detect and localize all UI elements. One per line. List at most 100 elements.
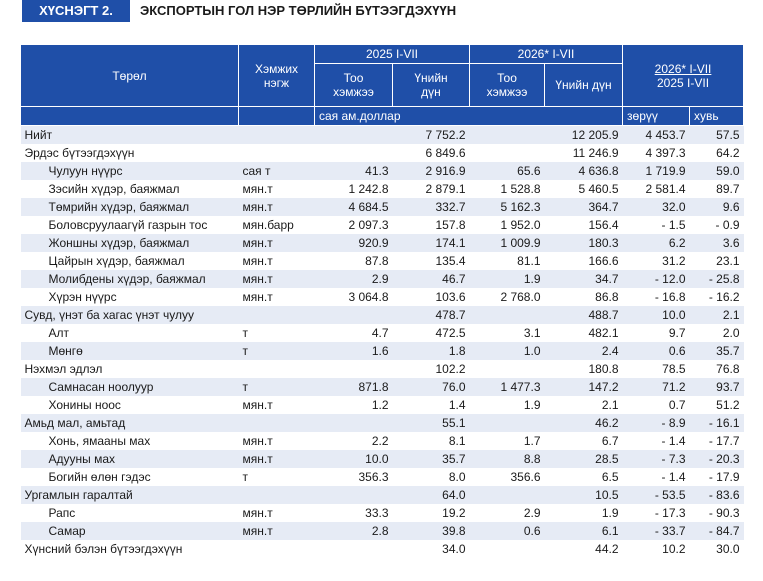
row-qty-2025: [315, 360, 393, 378]
row-qty-2026: 2.9: [523, 506, 541, 520]
row-value-2025: 76.0: [392, 378, 470, 396]
row-pct: - 84.7: [689, 522, 744, 540]
row-pct: - 25.8: [689, 270, 744, 288]
row-pct: - 90.3: [708, 506, 740, 520]
row-value-2025: 1.4: [448, 398, 466, 412]
row-value-2025: 157.8: [435, 218, 466, 232]
row-value-2026: 147.2: [544, 378, 623, 396]
row-unit: мян.т: [242, 398, 273, 412]
row-unit: мян.т: [238, 522, 315, 540]
row-qty-2026: 1 009.9: [469, 234, 545, 252]
row-unit: сая т: [238, 162, 315, 180]
row-name: Төмрийн хүдэр, баяжмал: [20, 198, 239, 216]
table-row: Хонь, ямааны мах мян.т 2.2 8.1 1.7 6.7 - 1.4 - …: [21, 432, 744, 450]
row-value-2025: 64.0: [392, 486, 470, 504]
header-value-2025: Үнийн дүн: [392, 63, 470, 107]
row-qty-2025: 10.0: [314, 450, 393, 468]
row-value-2026: 6.5: [601, 470, 619, 484]
table-row: Боловсруулаагүй газрын тос мян.барр 2 097.…: [21, 216, 744, 234]
row-value-2025: 55.1: [392, 414, 470, 432]
row-value-2025: 7 752.2: [392, 125, 470, 144]
row-value-2025: 332.7: [392, 198, 470, 216]
table-row: Ургамлын гаралтай 64.0 10.5- 53.5- 83.6: [20, 486, 744, 504]
row-diff: - 1.4: [661, 470, 686, 484]
row-value-2026: 2.1: [601, 398, 619, 412]
table-row: Богийн өлөн гэдэс т 356.3 8.0 356.6 6.5 - 1.4 -…: [21, 468, 744, 486]
row-pct: - 17.7: [708, 434, 740, 448]
row-unit: т: [238, 378, 315, 396]
row-unit: т: [242, 470, 249, 484]
row-qty-2026: 0.6: [469, 522, 545, 540]
table-row: Хонины ноос мян.т 1.2 1.4 1.9 2.1 0.7 51.2: [21, 396, 744, 414]
row-diff: 32.0: [622, 198, 690, 216]
row-value-2026: 180.8: [588, 362, 619, 376]
header-value-2026: Үнийн дүн: [543, 63, 624, 107]
table-header: Төрөл Хэмжих нэгж 2025 I-VII 2026* I-VII …: [20, 44, 745, 126]
table-row: Төмрийн хүдэр, баяжмал мян.т 4 684.5 332.7 5…: [20, 198, 744, 216]
row-diff: - 17.3: [654, 506, 686, 520]
table-row: Цайрын хүдэр, баяжмал мян.т 87.8 135.4 81.1 1…: [21, 252, 744, 270]
row-name: Нэхмэл эдлэл: [24, 362, 103, 376]
row-qty-2026: 1 477.3: [469, 378, 545, 396]
table-title-bar: ХҮСНЭГТ 2. ЭКСПОРТЫН ГОЛ НЭР ТӨРЛИЙН БҮТ…: [0, 0, 763, 22]
row-value-2025: 6 849.6: [425, 146, 466, 160]
row-value-2026: 86.8: [595, 290, 619, 304]
row-pct: 35.7: [689, 342, 744, 360]
row-diff: 10.0: [622, 306, 690, 324]
header-qty-2025: Тоо хэмжээ: [314, 63, 393, 107]
row-qty-2026: [470, 360, 545, 378]
row-qty-2026: 65.6: [469, 162, 545, 180]
row-name: Боловсруулаагүй газрын тос: [48, 218, 208, 232]
table-row: Сувд, үнэт ба хагас үнэт чулуу 478.7 488.7…: [20, 306, 744, 324]
row-pct: 2.1: [689, 306, 744, 324]
row-value-2026: 34.7: [544, 270, 623, 288]
row-value-2026: 180.3: [544, 234, 623, 252]
row-qty-2026: 5 162.3: [469, 198, 545, 216]
row-name: Самнасан ноолуур: [20, 378, 239, 396]
row-value-2025: 2 916.9: [392, 162, 470, 180]
table-row: Амьд мал, амьтад 55.1 46.2- 8.9- 16.1: [20, 414, 744, 432]
row-pct: - 16.2: [708, 290, 740, 304]
row-qty-2025: 1 242.8: [348, 182, 389, 196]
row-name: Рапс: [48, 506, 76, 520]
header-money-unit: сая ам.доллар: [313, 106, 624, 126]
row-qty-2026: [469, 414, 545, 432]
row-value-2025: 34.0: [442, 542, 466, 556]
row-diff: - 1.4: [661, 434, 686, 448]
row-qty-2026: 1.9: [523, 398, 541, 412]
row-qty-2025: [314, 486, 393, 504]
table-row: Алт т 4.7 472.5 3.1 482.1 9.7 2.0: [21, 324, 744, 342]
export-products-table: Төрөл Хэмжих нэгж 2025 I-VII 2026* I-VII …: [20, 44, 745, 559]
row-value-2026: 6.1: [544, 522, 623, 540]
row-diff: 0.7: [668, 398, 686, 412]
row-value-2025: 8.0: [448, 470, 466, 484]
header-period-2026: 2026* I-VII: [468, 44, 624, 64]
row-value-2026: 2.4: [544, 342, 623, 360]
row-name: Богийн өлөн гэдэс: [48, 470, 151, 484]
row-qty-2025: 87.8: [365, 254, 389, 268]
row-qty-2025: 1.6: [314, 342, 393, 360]
table-row: Рапс мян.т 33.3 19.2 2.9 1.9 - 17.3 - 90.3: [21, 504, 744, 522]
row-pct: - 17.9: [708, 470, 740, 484]
row-unit: [238, 486, 315, 504]
row-qty-2025: 920.9: [314, 234, 393, 252]
header-period-2025: 2025 I-VII: [314, 44, 470, 64]
row-name: Хүрэн нүүрс: [48, 290, 117, 304]
row-pct: - 16.1: [689, 414, 744, 432]
row-diff: 71.2: [622, 378, 690, 396]
header-blank-type: [20, 106, 239, 126]
table-row: Мөнгө т 1.6 1.8 1.0 2.4 0.6 35.7: [20, 342, 744, 360]
row-value-2025: 103.6: [435, 290, 466, 304]
row-diff: 31.2: [662, 254, 686, 268]
table-row: Чулуун нүүрс сая т 41.3 2 916.9 65.6 4 636.8 1…: [20, 162, 744, 180]
row-value-2025: 46.7: [392, 270, 470, 288]
row-name: Жоншны хүдэр, баяжмал: [20, 234, 239, 252]
row-qty-2026: 1.9: [469, 270, 545, 288]
row-pct: 23.1: [716, 254, 740, 268]
header-type: Төрөл: [20, 44, 239, 107]
row-value-2026: 11 246.9: [572, 146, 619, 160]
row-qty-2026: [469, 486, 545, 504]
row-unit: мян.т: [242, 254, 273, 268]
table-body: Нийт 7 752.2 12 205.9 4 453.7 57.5 Эрдэс бүтэ…: [20, 125, 744, 559]
table-row: Нийт 7 752.2 12 205.9 4 453.7 57.5: [20, 125, 744, 144]
